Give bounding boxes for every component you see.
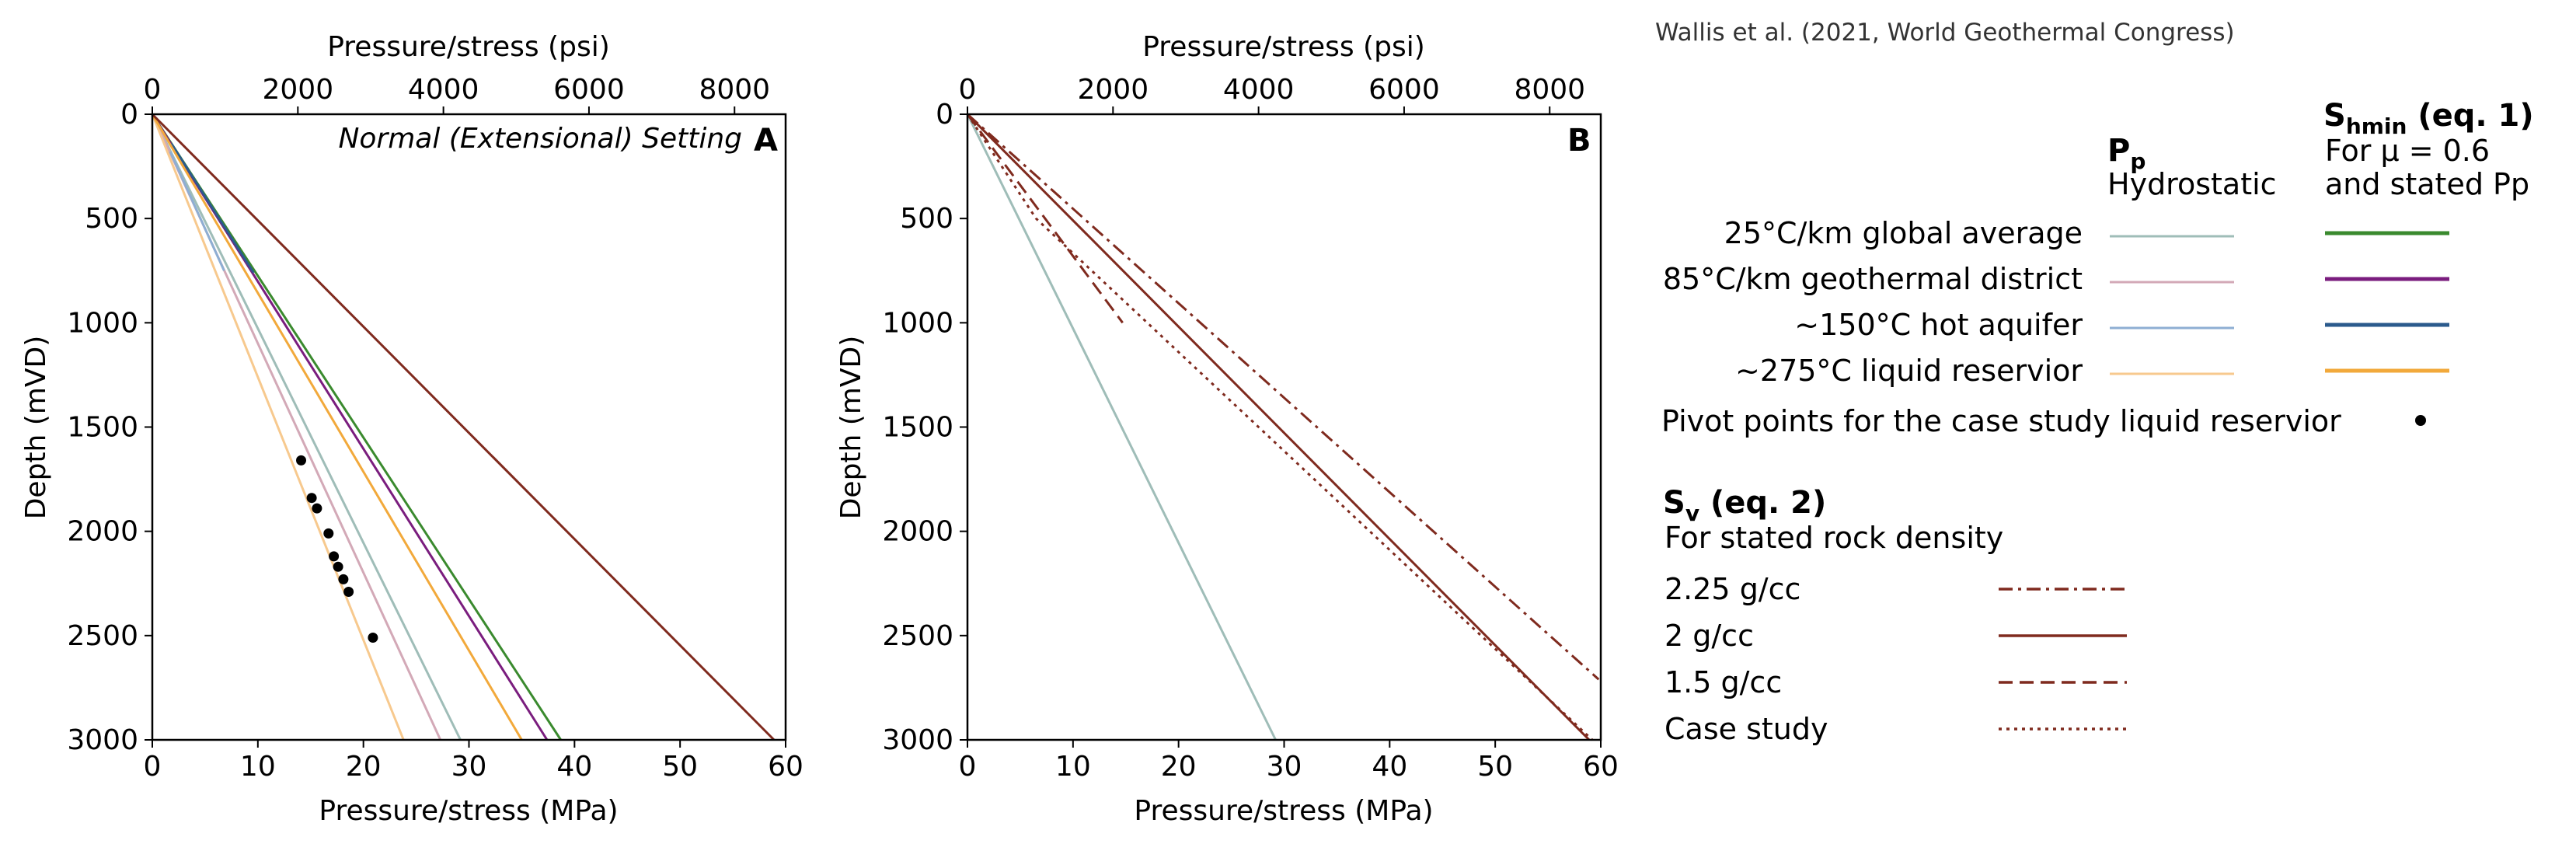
pivot-point xyxy=(338,574,349,584)
panel-a-ylabel: Depth (mVD) xyxy=(20,336,52,520)
y-tick-label: 3000 xyxy=(67,724,138,756)
top-x-tick-label: 6000 xyxy=(553,74,625,106)
y-tick-label: 500 xyxy=(900,203,953,235)
x-tick-label: 40 xyxy=(1372,751,1407,783)
panel-a-series-line-3 xyxy=(151,113,405,741)
legend-row-label: ~275°C liquid reservior xyxy=(1735,354,2083,388)
legend-sv-label: 2.25 g/cc xyxy=(1664,572,1800,606)
pivot-point xyxy=(343,587,354,597)
panel-b-top-xlabel: Pressure/stress (psi) xyxy=(1142,31,1425,63)
panel-b-marks xyxy=(966,113,1600,741)
legend-pp-subtitle: Hydrostatic xyxy=(2107,167,2277,201)
panel-a-xlabel: Pressure/stress (MPa) xyxy=(319,795,618,827)
y-tick-label: 2500 xyxy=(67,620,138,652)
legend-sv-label: Case study xyxy=(1664,712,1828,746)
legend-row-label: ~150°C hot aquifer xyxy=(1794,308,2083,342)
legend-sv-rows: 2.25 g/cc 2 g/cc 1.5 g/cc Case study xyxy=(1664,572,2127,746)
y-tick-label: 1000 xyxy=(67,307,138,339)
legend-row-label: 85°C/km geothermal district xyxy=(1663,262,2083,296)
panel-a-series-line-0 xyxy=(151,113,462,741)
legend-pp-title: Pp xyxy=(2107,133,2146,174)
panel-b-series-line-0 xyxy=(966,113,1277,741)
x-tick-label: 10 xyxy=(240,751,276,783)
y-tick-label: 0 xyxy=(120,99,138,131)
panel-b-series-line-4 xyxy=(966,113,1594,741)
y-tick-label: 3000 xyxy=(882,724,953,756)
y-tick-label: 1000 xyxy=(882,307,953,339)
top-x-tick-label: 0 xyxy=(144,74,162,106)
panel-b-series-line-3 xyxy=(966,113,1124,324)
top-x-tick-label: 4000 xyxy=(1223,74,1295,106)
x-tick-label: 20 xyxy=(1161,751,1197,783)
top-x-tick-label: 6000 xyxy=(1368,74,1440,106)
top-x-tick-label: 0 xyxy=(959,74,977,106)
x-tick-label: 0 xyxy=(144,751,162,783)
legend-sv-title: Sv (eq. 2) xyxy=(1663,485,1826,526)
legend-sv-label: 2 g/cc xyxy=(1664,619,1754,653)
y-tick-label: 0 xyxy=(936,99,953,131)
pivot-point xyxy=(312,503,322,514)
pivot-point xyxy=(368,633,378,643)
x-tick-label: 30 xyxy=(1267,751,1302,783)
panel-b-ylabel: Depth (mVD) xyxy=(835,336,867,520)
panel-b-series-line-1 xyxy=(966,113,1600,681)
x-tick-label: 0 xyxy=(959,751,977,783)
x-tick-label: 60 xyxy=(768,751,803,783)
legend-pivot-label: Pivot points for the case study liquid r… xyxy=(1661,404,2341,438)
x-tick-label: 10 xyxy=(1055,751,1091,783)
x-tick-label: 50 xyxy=(1477,751,1513,783)
x-tick-label: 30 xyxy=(451,751,487,783)
panel-b-letter: B xyxy=(1567,123,1591,159)
x-tick-label: 60 xyxy=(1583,751,1619,783)
panel-a-annotation: Normal (Extensional) Setting xyxy=(338,123,742,155)
y-tick-label: 1500 xyxy=(882,412,953,444)
legend-sv-subtitle: For stated rock density xyxy=(1664,521,2003,555)
top-x-tick-label: 8000 xyxy=(699,74,770,106)
pivot-point xyxy=(296,455,306,466)
panel-a-series-line-6 xyxy=(170,142,255,274)
legend-shmin-sub1: For μ = 0.6 xyxy=(2325,134,2490,168)
top-x-tick-label: 4000 xyxy=(408,74,479,106)
legend-rows: 25°C/km global average 85°C/km geothermal… xyxy=(1663,216,2449,388)
pivot-point xyxy=(329,551,340,562)
top-x-tick-label: 8000 xyxy=(1514,74,1585,106)
pivot-point xyxy=(306,493,317,504)
legend-shmin-sub2: and stated Pp xyxy=(2325,167,2529,201)
legend-shmin-title: Shmin (eq. 1) xyxy=(2323,98,2534,139)
y-tick-label: 2500 xyxy=(882,620,953,652)
legend: Pp Hydrostatic Shmin (eq. 1) For μ = 0.6… xyxy=(1661,98,2534,746)
x-tick-label: 40 xyxy=(556,751,592,783)
panel-a-marks xyxy=(151,113,776,741)
pivot-point xyxy=(333,561,343,572)
legend-pivot-marker xyxy=(2415,415,2426,426)
y-tick-label: 500 xyxy=(85,203,138,235)
panel-a-series-line-8 xyxy=(151,113,776,741)
panel-b-xlabel: Pressure/stress (MPa) xyxy=(1134,795,1433,827)
panel-b-series-line-2 xyxy=(966,113,1591,741)
legend-row-label: 25°C/km global average xyxy=(1724,216,2083,250)
panel-a-series-line-7 xyxy=(151,113,523,741)
panel-a-frame xyxy=(151,113,787,741)
panel-a-letter: A xyxy=(754,123,778,159)
legend-sv-label: 1.5 g/cc xyxy=(1664,665,1782,699)
panel-a-top-xlabel: Pressure/stress (psi) xyxy=(327,31,610,63)
citation: Wallis et al. (2021, World Geothermal Co… xyxy=(1655,19,2235,47)
y-tick-label: 1500 xyxy=(67,412,138,444)
y-tick-label: 2000 xyxy=(882,516,953,548)
top-x-tick-label: 2000 xyxy=(1078,74,1149,106)
pivot-point xyxy=(323,528,334,539)
x-tick-label: 50 xyxy=(662,751,698,783)
top-x-tick-label: 2000 xyxy=(263,74,334,106)
panel-a-series-line-2 xyxy=(169,151,225,271)
y-tick-label: 2000 xyxy=(67,516,138,548)
panel-b-frame xyxy=(966,113,1602,741)
x-tick-label: 20 xyxy=(346,751,382,783)
